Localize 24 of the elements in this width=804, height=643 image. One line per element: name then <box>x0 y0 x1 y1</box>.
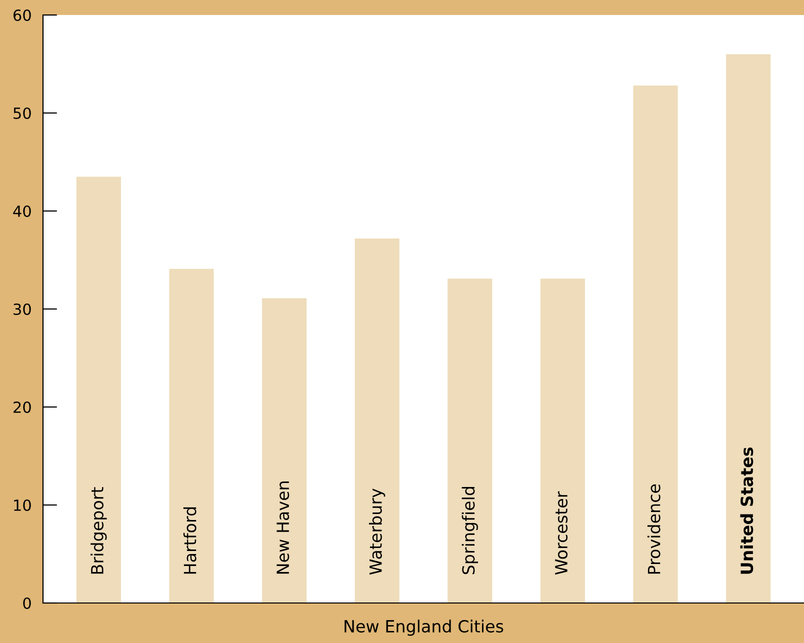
x-tick-label: Worcester <box>555 491 568 575</box>
y-tick-label: 30 <box>14 303 31 316</box>
y-tick-label: 40 <box>13 205 31 218</box>
bar <box>169 268 214 603</box>
x-tick-label: Hartford <box>183 507 196 574</box>
y-tick-label: 60 <box>14 9 31 22</box>
x-axis-title: New England Cities <box>344 620 504 636</box>
bar <box>633 86 678 603</box>
x-tick-label: Providence <box>647 484 660 574</box>
x-tick-label: New Haven <box>276 482 290 574</box>
bar <box>726 54 771 603</box>
x-tick-label: Waterbury <box>369 488 386 575</box>
x-tick-label: Springfield <box>462 486 478 574</box>
y-tick-label: 20 <box>14 401 31 414</box>
y-tick-label: 10 <box>14 499 31 512</box>
bar <box>76 176 121 603</box>
bar <box>540 278 585 603</box>
bar <box>354 238 400 603</box>
x-tick-label: Bridgeport <box>90 487 107 574</box>
bar <box>262 298 307 603</box>
y-tick-label: 50 <box>14 107 31 120</box>
y-tick-label: 0 <box>23 597 31 610</box>
x-tick-label: United States <box>740 447 754 574</box>
bar <box>448 278 492 603</box>
